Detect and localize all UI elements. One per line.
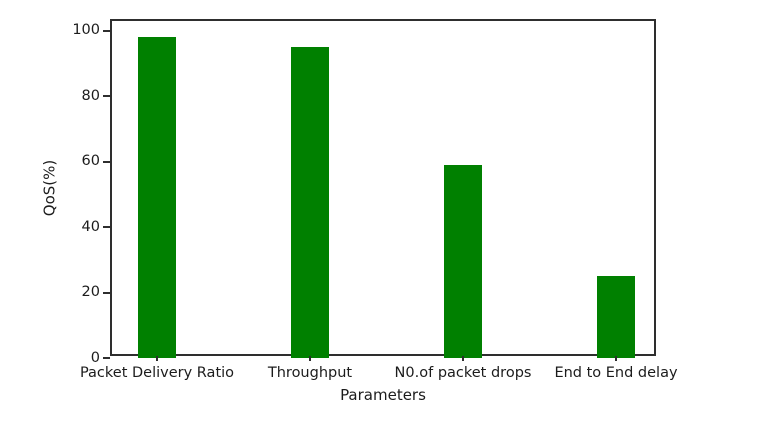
y-tick-mark xyxy=(103,291,110,294)
y-tick-label: 60 xyxy=(81,153,100,170)
y-axis-label: QoS(%) xyxy=(40,159,59,217)
x-tick-mark xyxy=(462,356,464,361)
y-axis-ticks: 0 20 40 60 80 100 xyxy=(72,21,654,366)
y-tick-mark xyxy=(103,160,110,163)
x-tick-mark xyxy=(615,356,617,361)
y-tick-label: 80 xyxy=(81,87,100,104)
x-tick-mark xyxy=(156,356,158,361)
bar xyxy=(597,276,635,358)
y-tick-mark xyxy=(103,95,110,98)
y-tick-label: 100 xyxy=(72,22,100,39)
bar xyxy=(138,37,176,358)
plot-area: 0 20 40 60 80 100 Packet Delivery Ratio Throug… xyxy=(72,19,678,381)
bar xyxy=(444,164,482,358)
y-tick-mark xyxy=(103,29,110,32)
bars-layer xyxy=(112,21,654,358)
x-axis-ticks: Packet Delivery Ratio Throughput N0.of pac… xyxy=(80,21,678,381)
x-tick-mark xyxy=(309,356,311,361)
x-tick-label: Packet Delivery Ratio xyxy=(79,365,235,381)
x-tick-label: N0.of packet drops xyxy=(394,365,532,381)
bar xyxy=(291,47,329,358)
x-axis-label: Parameters xyxy=(340,386,426,404)
y-tick-mark xyxy=(103,357,110,359)
x-tick-label: Throughput xyxy=(267,365,353,381)
y-tick-mark xyxy=(103,226,110,229)
y-tick-label: 40 xyxy=(81,218,100,235)
y-tick-label: 0 xyxy=(90,349,100,366)
x-tick-label: End to End delay xyxy=(554,365,678,381)
y-tick-label: 20 xyxy=(81,284,100,301)
